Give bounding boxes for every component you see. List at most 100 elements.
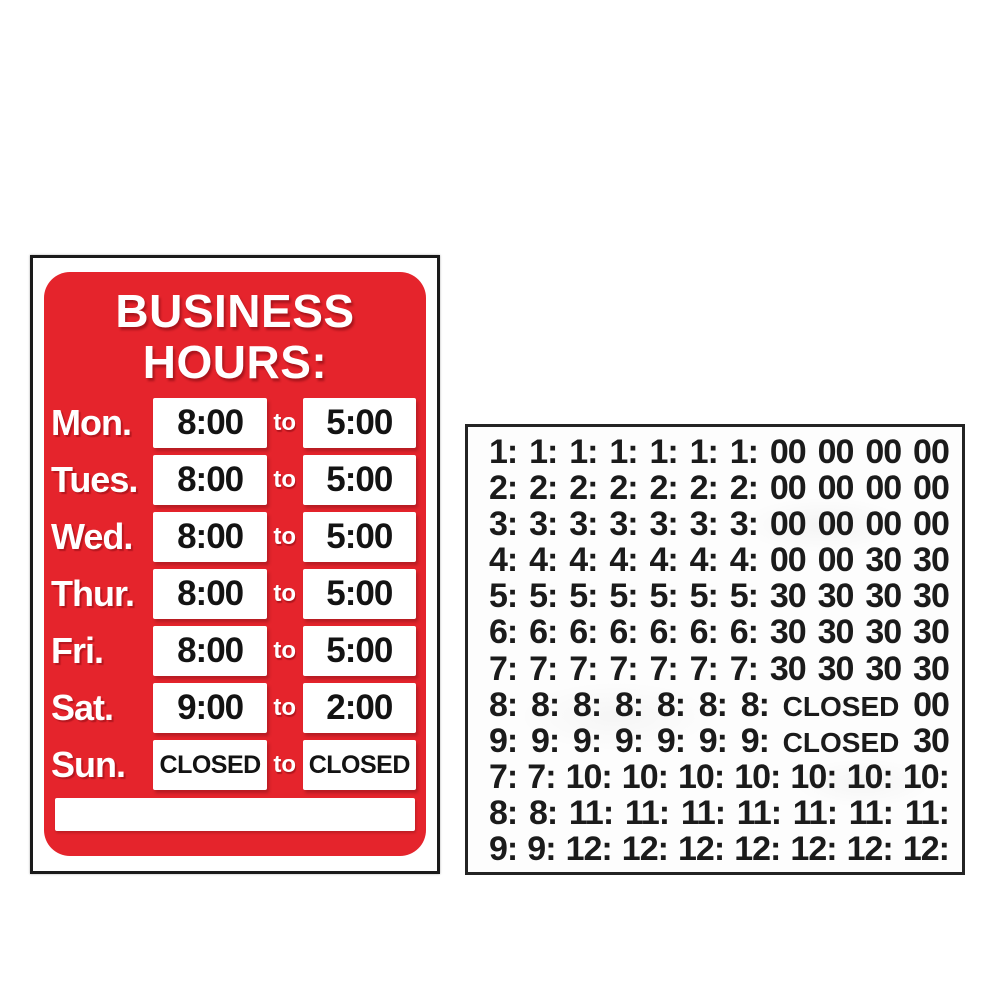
number-sticker: 5: [529,577,558,616]
sign-title-line1: BUSINESS [115,285,355,337]
number-sticker: 7: [489,649,518,688]
number-sticker: 2: [529,469,558,508]
number-sticker: 7: [729,649,759,688]
day-label: Thur. [51,573,135,614]
number-sticker: 6: [689,613,719,652]
number-sticker: 9: [489,721,518,760]
number-sticker: 1: [569,433,598,471]
number-sticker: 30 [817,613,855,652]
number-sticker: 30 [865,613,902,652]
blank-write-in-bar [55,798,415,831]
number-sticker: 30 [865,541,902,580]
number-sticker: 11: [568,793,614,832]
number-sticker: 9: [530,721,560,760]
number-sticker-sheet: 1: 1: 1: 1: 1: 1: 1: 00 00 00 00 2: 2: 2: 2: 2: 2: 2: 00 00… [465,424,965,875]
number-sticker: 11: [736,793,782,832]
number-sticker: 2: [689,469,719,508]
number-sticker: 1: [489,433,518,471]
number-sticker: 8: [614,685,644,724]
number-sticker: 5: [489,577,518,616]
hours-row: Sat. 9:00 to 2:00 [51,683,416,733]
sticker-row: 1: 1: 1: 1: 1: 1: 1: 00 00 00 00 [489,433,950,471]
to-label: to [273,694,297,721]
number-sticker: 00 [769,433,807,471]
number-sticker: 3: [529,505,558,544]
number-sticker: 30 [817,577,855,616]
number-sticker: 2: [609,469,638,508]
number-sticker: 7: [529,649,558,688]
number-sticker: 12: [678,830,725,869]
hours-row: Wed. 8:00 to 5:00 [51,512,416,562]
close-time-box: 5:00 [302,626,416,676]
number-sticker: 7: [689,649,719,688]
to-label: to [273,637,297,664]
open-time-box: 8:00 [153,398,267,448]
number-sticker: 00 [865,433,902,471]
day-label: Fri. [51,630,104,671]
number-sticker: 30 [865,649,902,688]
number-sticker: 30 [913,577,950,616]
sticker-row: 2: 2: 2: 2: 2: 2: 2: 00 00 00 00 [489,469,950,508]
open-time-box: 8:00 [153,569,267,619]
number-sticker: 12: [565,830,613,869]
number-sticker: 12: [902,830,950,869]
number-sticker: 7: [489,757,518,796]
number-sticker: 8: [740,685,770,724]
number-sticker: 00 [817,505,855,544]
number-sticker: 4: [529,541,558,580]
hours-row: Thur. 8:00 to 5:00 [51,569,416,619]
number-sticker: 12: [790,830,837,869]
number-sticker: 2: [729,469,759,508]
number-sticker: 9: [527,830,556,869]
number-sticker: 9: [740,721,770,760]
sticker-row: 8: 8: 11: 11: 11: 11: 11: 11: 11: [489,793,950,832]
number-sticker: 2: [649,469,679,508]
open-time-box: 8:00 [153,626,267,676]
number-sticker: 12: [846,830,894,869]
number-sticker: 30 [769,613,807,652]
number-sticker: 11: [792,793,838,832]
number-sticker: 1: [649,433,679,471]
number-sticker: 1: [529,433,558,471]
number-sticker: 10: [621,757,669,796]
number-sticker: 30 [913,721,950,760]
number-sticker: 6: [649,613,679,652]
number-sticker: 4: [689,541,719,580]
number-sticker: 10: [678,757,725,796]
hours-row: Mon. 8:00 to 5:00 [51,398,416,448]
number-sticker: 8: [572,685,602,724]
number-sticker: 7: [609,649,638,688]
close-time-box: 5:00 [302,569,416,619]
close-time-box: 2:00 [302,683,416,733]
number-sticker: 4: [569,541,598,580]
day-label: Wed. [51,516,133,557]
number-sticker: 4: [489,541,518,580]
number-sticker: 3: [689,505,719,544]
sign-title: BUSINESS HOURS: [44,286,426,388]
number-sticker: 6: [729,613,759,652]
number-sticker: 00 [769,505,807,544]
number-sticker: 6: [609,613,638,652]
to-label: to [273,466,297,493]
number-sticker: 8: [489,685,518,724]
number-sticker: 10: [846,757,894,796]
hours-row: Sun. CLOSED to CLOSED [51,740,416,790]
number-sticker: 10: [790,757,837,796]
number-sticker: 00 [913,505,950,544]
number-sticker: 9: [656,721,686,760]
hours-rows: Mon. 8:00 to 5:00 Tues. 8:00 to 5:00 Wed… [44,398,426,790]
closed-sticker: CLOSED [782,726,900,758]
hours-row: Fri. 8:00 to 5:00 [51,626,416,676]
number-sticker: 4: [729,541,759,580]
number-sticker: 6: [489,613,518,652]
to-label: to [273,523,297,550]
sign-red-face: BUSINESS HOURS: Mon. 8:00 to 5:00 Tues. … [44,272,426,856]
number-sticker: 5: [649,577,679,616]
open-time-box: CLOSED [153,740,267,790]
sticker-row: 9: 9: 9: 9: 9: 9: 9: CLOSED 30 [489,721,950,760]
number-sticker: 30 [865,577,902,616]
open-time-box: 8:00 [153,512,267,562]
number-sticker: 00 [913,469,950,508]
number-sticker: 30 [913,649,950,688]
close-time-box: CLOSED [302,740,416,790]
